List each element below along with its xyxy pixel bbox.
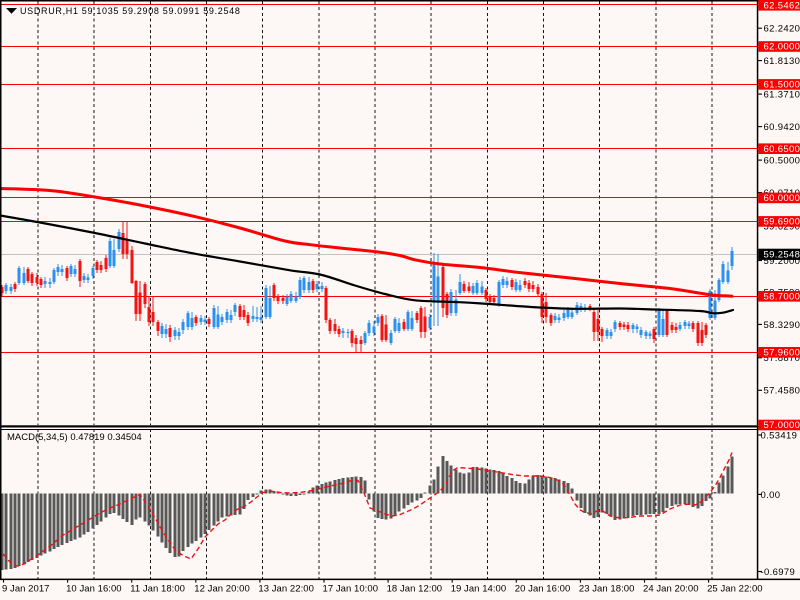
svg-text:0.00: 0.00 [761, 490, 781, 501]
svg-text:60.6500: 60.6500 [764, 144, 800, 155]
svg-text:13 Jan 22:00: 13 Jan 22:00 [258, 584, 314, 595]
svg-text:57.9600: 57.9600 [764, 347, 800, 358]
svg-text:9 Jan 2017: 9 Jan 2017 [2, 584, 50, 595]
svg-text:61.5000: 61.5000 [764, 80, 800, 91]
svg-text:62.5462: 62.5462 [764, 0, 800, 11]
svg-text:12 Jan 20:00: 12 Jan 20:00 [194, 584, 250, 595]
svg-text:20 Jan 16:00: 20 Jan 16:00 [515, 584, 571, 595]
svg-text:MACD(5,34,5) 0.47819 0.34504: MACD(5,34,5) 0.47819 0.34504 [7, 432, 142, 443]
svg-text:61.8130: 61.8130 [764, 56, 800, 67]
svg-text:62.0000: 62.0000 [764, 42, 800, 53]
svg-text:23 Jan 18:00: 23 Jan 18:00 [579, 584, 635, 595]
svg-text:62.2420: 62.2420 [764, 24, 800, 35]
svg-text:59.2548: 59.2548 [764, 250, 800, 261]
svg-text:60.9420: 60.9420 [764, 122, 800, 133]
svg-text:59.6900: 59.6900 [764, 217, 800, 228]
svg-text:57.4580: 57.4580 [764, 386, 800, 397]
svg-text:24 Jan 20:00: 24 Jan 20:00 [643, 584, 699, 595]
svg-text:58.3290: 58.3290 [764, 320, 800, 331]
svg-text:57.0000: 57.0000 [764, 420, 800, 431]
svg-text:19 Jan 14:00: 19 Jan 14:00 [451, 584, 507, 595]
svg-text:59.2000: 59.2000 [764, 256, 800, 267]
svg-text:18 Jan 12:00: 18 Jan 12:00 [387, 584, 443, 595]
svg-text:0.53419: 0.53419 [761, 430, 798, 441]
svg-text:17 Jan 10:00: 17 Jan 10:00 [323, 584, 379, 595]
svg-text:-0.6979: -0.6979 [761, 567, 796, 578]
svg-text:10 Jan 16:00: 10 Jan 16:00 [66, 584, 122, 595]
svg-text:61.3710: 61.3710 [764, 90, 800, 101]
svg-text:25 Jan 22:00: 25 Jan 22:00 [707, 584, 763, 595]
svg-text:58.7000: 58.7000 [764, 291, 800, 302]
svg-text:11 Jan 18:00: 11 Jan 18:00 [130, 584, 185, 595]
svg-text:60.5000: 60.5000 [764, 156, 800, 167]
svg-text:57.8870: 57.8870 [764, 353, 800, 364]
svg-text:60.0000: 60.0000 [764, 193, 800, 204]
svg-text:59.6290: 59.6290 [764, 221, 800, 232]
svg-text:USDRUR,H1 59.1035 59.2908 59.: USDRUR,H1 59.1035 59.2908 59.0991 59.254… [20, 6, 241, 16]
